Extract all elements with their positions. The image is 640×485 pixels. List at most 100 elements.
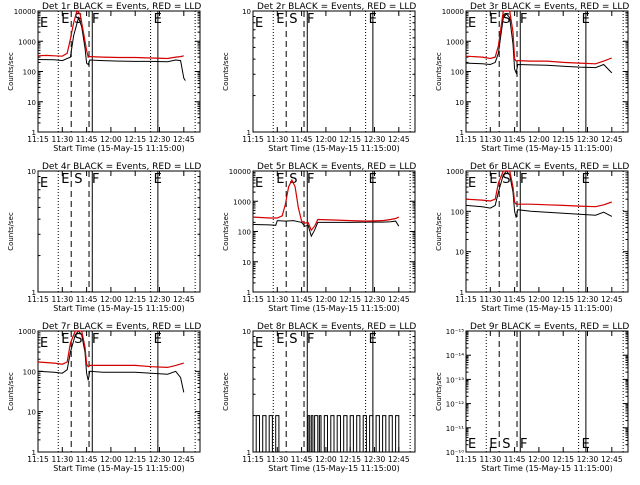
y-axis-label: Counts/sec (222, 52, 230, 91)
panel-title: Det 1r BLACK = Events, RED = LLD (42, 2, 201, 12)
x-tick-label: 11:45 (291, 455, 313, 464)
x-tick-label: 12:15 (339, 295, 361, 304)
x-tick-label: 11:15 (27, 295, 49, 304)
marker-label: F (520, 437, 527, 452)
marker-label: S (289, 12, 297, 27)
marker-label: E (40, 176, 48, 191)
x-axis-label: Start Time (15-May-15 11:15:00) (481, 464, 612, 473)
y-axis-label: Counts/sec (435, 372, 443, 411)
marker-label: S (289, 172, 297, 187)
panel-title: Det 6r BLACK = Events, RED = LLD (470, 162, 629, 172)
series-line-events (465, 13, 613, 75)
marker-label: F (92, 332, 99, 347)
x-tick-label: 12:00 (100, 295, 122, 304)
x-tick-label: 11:15 (455, 295, 477, 304)
panel-title: Det 9r BLACK = Events, RED = LLD (470, 322, 629, 332)
y-tick-label: 100 (451, 69, 464, 77)
x-axis-label: Start Time (15-May-15 11:15:00) (268, 304, 399, 313)
x-tick-label: 12:15 (552, 295, 574, 304)
x-tick-label: 12:30 (149, 455, 171, 464)
marker-label: F (92, 172, 99, 187)
y-tick-label: 1000 (18, 38, 36, 46)
marker-label: S (74, 172, 82, 187)
y-tick-label: 10000 (229, 168, 251, 176)
x-tick-label: 12:30 (364, 295, 386, 304)
y-tick-label: 100 (238, 229, 251, 237)
x-tick-label: 11:15 (27, 455, 49, 464)
marker-label: E (276, 172, 284, 187)
y-tick-label: 1 (32, 449, 36, 457)
marker-label: F (307, 172, 314, 187)
plot-frame (252, 170, 416, 293)
x-tick-label: 12:00 (315, 135, 337, 144)
panel-det-2: Det 2r BLACK = Events, RED = LLD 1 10 11:15… (222, 2, 416, 153)
y-axis-label: Counts/sec (435, 212, 443, 251)
plot-frame (465, 10, 629, 133)
panel-det-9: Det 9r BLACK = Events, RED = LLD 10⁻¹⁰ 10⁻… (435, 322, 629, 473)
x-tick-label: 11:30 (266, 135, 288, 144)
marker-label: F (520, 172, 527, 187)
x-tick-label: 11:45 (291, 295, 313, 304)
x-tick-label: 11:15 (242, 295, 264, 304)
x-axis-label: Start Time (15-May-15 11:15:00) (53, 144, 184, 153)
y-tick-label: 1000 (446, 38, 464, 46)
y-tick-label: 10000 (14, 8, 36, 16)
panel-title: Det 4r BLACK = Events, RED = LLD (42, 162, 201, 172)
series-line-events (465, 170, 613, 218)
x-tick-label: 12:00 (315, 455, 337, 464)
y-axis-label: Counts/sec (7, 212, 15, 251)
x-tick-label: 12:15 (339, 455, 361, 464)
y-tick-label: 10⁻¹³ (446, 376, 464, 384)
y-tick-label: 10 (455, 99, 464, 107)
x-tick-label: 11:15 (455, 455, 477, 464)
marker-label: E (276, 12, 284, 27)
x-tick-label: 12:45 (601, 295, 623, 304)
panel-title: Det 2r BLACK = Events, RED = LLD (257, 2, 416, 12)
x-tick-label: 12:30 (149, 295, 171, 304)
x-tick-label: 12:45 (388, 455, 410, 464)
x-tick-label: 12:00 (100, 455, 122, 464)
x-tick-label: 12:00 (528, 135, 550, 144)
x-tick-label: 11:45 (504, 135, 526, 144)
y-tick-label: 100 (23, 368, 36, 376)
x-tick-label: 12:00 (100, 135, 122, 144)
series-line-events (252, 220, 400, 238)
y-axis-label: Counts/sec (7, 372, 15, 411)
x-tick-label: 12:45 (173, 295, 195, 304)
marker-label: E (489, 437, 497, 452)
x-tick-label: 11:30 (479, 295, 501, 304)
marker-label: E (40, 16, 48, 31)
marker-label: E (489, 12, 497, 27)
x-tick-label: 11:30 (479, 135, 501, 144)
y-tick-label: 1 (460, 289, 464, 297)
y-tick-label: 10⁻¹² (446, 401, 464, 409)
marker-label: S (74, 332, 82, 347)
x-tick-label: 12:15 (124, 295, 146, 304)
y-tick-label: 10⁻¹⁴ (446, 352, 464, 360)
y-tick-label: 100 (451, 208, 464, 216)
panel-title: Det 3r BLACK = Events, RED = LLD (470, 2, 629, 12)
y-tick-label: 10 (242, 8, 251, 16)
panel-det-5: Det 5r BLACK = Events, RED = LLD 1 10 100 10… (222, 162, 416, 313)
y-tick-label: 10 (242, 328, 251, 336)
panel-det-3: Det 3r BLACK = Events, RED = LLD 1 10 100 10… (435, 2, 629, 153)
x-tick-label: 12:15 (552, 455, 574, 464)
plot-frame (37, 170, 201, 293)
marker-label: E (276, 332, 284, 347)
panel-title: Det 5r BLACK = Events, RED = LLD (257, 162, 416, 172)
y-tick-label: 1 (247, 289, 251, 297)
x-tick-label: 12:45 (388, 135, 410, 144)
y-tick-label: 10 (455, 249, 464, 257)
marker-label: E (61, 332, 69, 347)
x-tick-label: 11:45 (76, 135, 98, 144)
y-tick-label: 10 (27, 168, 36, 176)
x-tick-label: 12:30 (364, 135, 386, 144)
x-tick-label: 12:45 (173, 135, 195, 144)
plot-frame (465, 330, 629, 453)
marker-label: S (502, 437, 510, 452)
series-line-lld (252, 178, 400, 232)
series-line-events (37, 16, 186, 81)
x-tick-label: 12:30 (364, 455, 386, 464)
y-tick-label: 10⁻¹⁵ (446, 328, 464, 336)
y-tick-label: 10 (242, 259, 251, 267)
